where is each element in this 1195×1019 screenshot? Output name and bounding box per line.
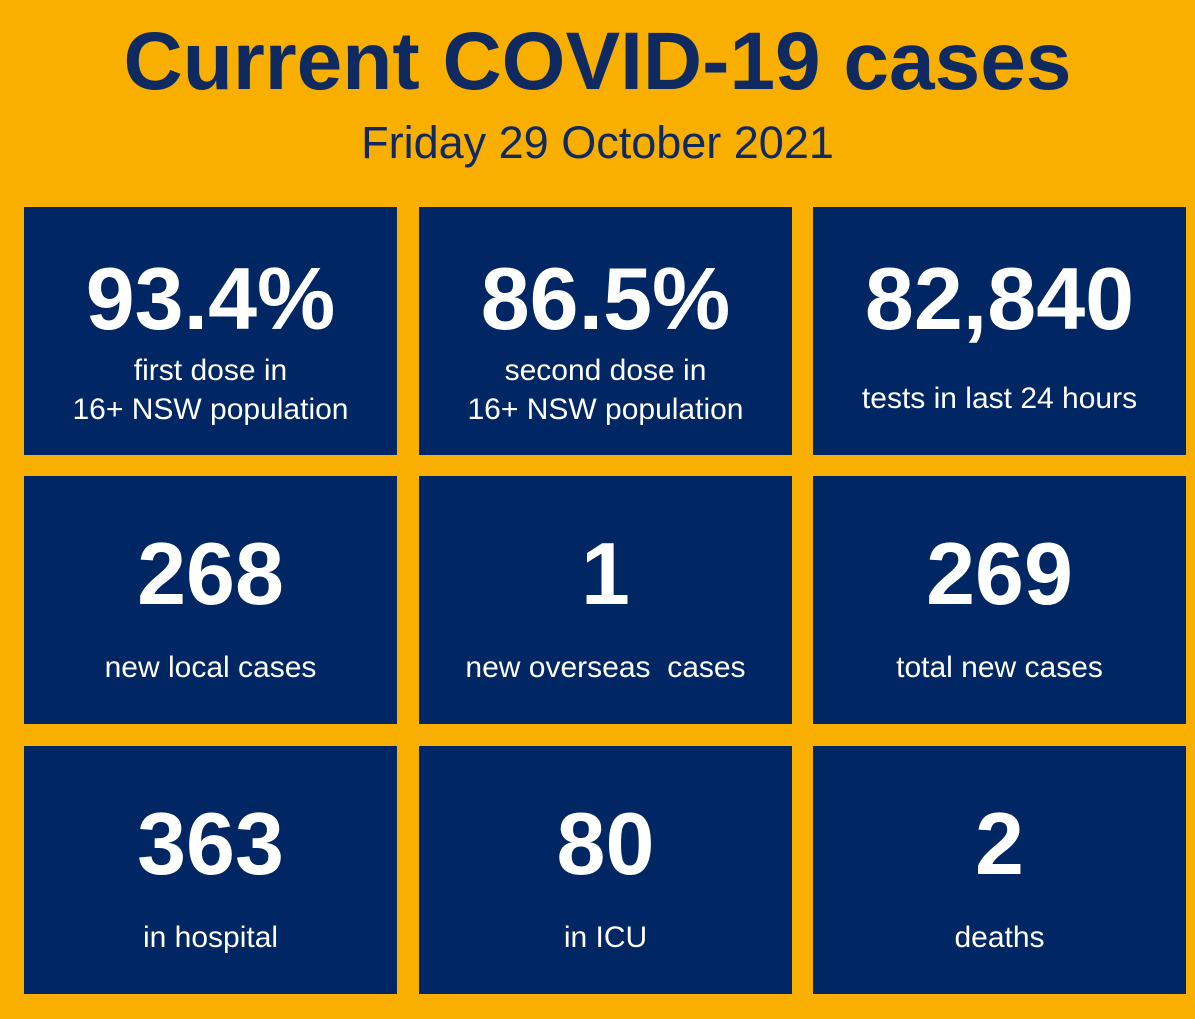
stat-label: in hospital <box>142 921 279 954</box>
report-date: Friday 29 October 2021 <box>361 117 834 168</box>
stat-value: 2 <box>975 794 1024 893</box>
stat-value: 93.4% <box>85 249 336 348</box>
stat-value: 363 <box>137 794 284 893</box>
stat-label: new local cases <box>104 651 317 684</box>
stat-value: 86.5% <box>480 249 731 348</box>
stat-tile-overseas-cases: 1 new overseas cases <box>419 476 792 724</box>
stat-tile-second-dose: 86.5% second dose in 16+ NSW population <box>419 207 792 455</box>
stat-label: in ICU <box>563 921 648 954</box>
stat-tile-tests: 82,840 tests in last 24 hours <box>813 207 1186 455</box>
stat-value: 268 <box>137 524 284 623</box>
stat-tile-total-cases: 269 total new cases <box>813 476 1186 724</box>
stat-tile-first-dose: 93.4% first dose in 16+ NSW population <box>24 207 397 455</box>
stat-label: total new cases <box>896 651 1103 684</box>
stat-tile-hospital: 363 in hospital <box>24 746 397 994</box>
stat-tile-icu: 80 in ICU <box>419 746 792 994</box>
stat-label: new overseas cases <box>465 651 746 684</box>
stat-value: 1 <box>581 524 630 623</box>
stat-label: second dose in 16+ NSW population <box>467 354 744 426</box>
stat-tile-local-cases: 268 new local cases <box>24 476 397 724</box>
stat-label: tests in last 24 hours <box>861 382 1138 415</box>
stat-value: 82,840 <box>864 249 1135 348</box>
stat-value: 269 <box>926 524 1073 623</box>
page-title: Current COVID-19 cases <box>123 16 1072 107</box>
stat-label: first dose in 16+ NSW population <box>72 354 349 426</box>
stat-value: 80 <box>556 794 655 893</box>
stat-label: deaths <box>954 921 1045 954</box>
stat-tile-deaths: 2 deaths <box>813 746 1186 994</box>
